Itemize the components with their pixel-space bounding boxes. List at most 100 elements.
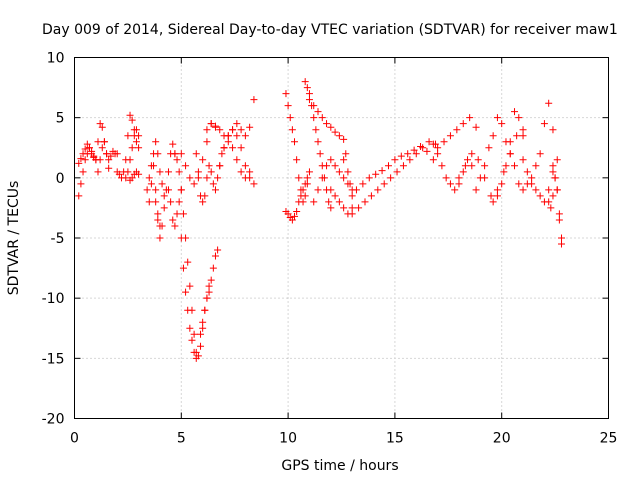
- data-point: [359, 180, 367, 188]
- data-point: [489, 198, 497, 206]
- data-point: [472, 186, 480, 194]
- data-point: [201, 192, 209, 200]
- data-point: [323, 120, 331, 128]
- data-point: [83, 140, 91, 148]
- data-point: [190, 330, 198, 338]
- data-point: [342, 150, 350, 158]
- data-point: [553, 156, 561, 164]
- data-point: [96, 156, 104, 164]
- data-point: [160, 192, 168, 200]
- data-point: [209, 180, 217, 188]
- data-point: [284, 102, 292, 110]
- data-point: [406, 156, 414, 164]
- data-point: [327, 186, 335, 194]
- data-point: [523, 168, 531, 176]
- data-point: [558, 234, 566, 242]
- data-point: [545, 186, 553, 194]
- data-point: [135, 144, 143, 152]
- data-point: [305, 90, 313, 98]
- data-point: [220, 144, 228, 152]
- data-point: [314, 138, 322, 146]
- series-arc-ii: [519, 156, 561, 206]
- series-arc-gg: [489, 108, 527, 206]
- data-point: [335, 132, 343, 140]
- data-point: [75, 159, 83, 167]
- data-point: [502, 162, 510, 170]
- data-point: [194, 174, 202, 182]
- data-point: [455, 180, 463, 188]
- series-arc-p: [192, 144, 228, 206]
- data-point: [75, 192, 83, 200]
- data-point: [412, 150, 420, 158]
- data-point: [367, 192, 375, 200]
- data-point: [218, 150, 226, 158]
- data-point: [164, 168, 172, 176]
- data-point: [305, 96, 313, 104]
- data-point: [549, 192, 557, 200]
- data-point: [310, 198, 318, 206]
- data-point: [536, 150, 544, 158]
- data-point: [489, 132, 497, 140]
- data-point: [105, 156, 113, 164]
- data-point: [340, 156, 348, 164]
- y-tick-labels: -20 -15 -10 -5 0 5 10: [42, 51, 65, 428]
- data-point: [154, 216, 162, 224]
- data-point: [404, 150, 412, 158]
- data-point: [241, 162, 249, 170]
- data-point: [511, 162, 519, 170]
- data-point: [188, 336, 196, 344]
- series-arc-x: [310, 156, 356, 206]
- series-arc-cc: [429, 140, 476, 194]
- data-point: [250, 96, 258, 104]
- data-point: [365, 174, 373, 182]
- data-point: [237, 144, 245, 152]
- data-point: [446, 132, 454, 140]
- data-point: [417, 143, 425, 151]
- data-point: [391, 156, 399, 164]
- data-point: [207, 120, 215, 128]
- data-point: [481, 162, 489, 170]
- data-point: [361, 198, 369, 206]
- data-point: [173, 156, 181, 164]
- data-point: [316, 150, 324, 158]
- data-point: [384, 162, 392, 170]
- data-point: [284, 210, 292, 218]
- data-point: [154, 210, 162, 218]
- data-point: [211, 186, 219, 194]
- data-point: [532, 186, 540, 194]
- data-point: [340, 135, 348, 143]
- data-point: [515, 114, 523, 122]
- data-point: [194, 168, 202, 176]
- data-point: [355, 204, 363, 212]
- data-point: [485, 144, 493, 152]
- data-point: [205, 162, 213, 170]
- data-point: [81, 145, 89, 153]
- data-point: [197, 330, 205, 338]
- data-point: [77, 155, 85, 163]
- data-point: [171, 222, 179, 230]
- data-point: [246, 123, 254, 131]
- data-point: [224, 132, 232, 140]
- data-point: [192, 150, 200, 158]
- data-point: [150, 162, 158, 170]
- x-tick-label: 15: [386, 431, 404, 447]
- x-tick-label: 5: [177, 431, 186, 447]
- data-point: [175, 198, 183, 206]
- data-point: [348, 192, 356, 200]
- data-point: [115, 170, 123, 178]
- series-arc-dd: [434, 114, 480, 152]
- data-point: [128, 144, 136, 152]
- data-point: [201, 306, 209, 314]
- data-point: [340, 174, 348, 182]
- data-point: [207, 276, 215, 284]
- data-point: [241, 174, 249, 182]
- data-point: [549, 168, 557, 176]
- data-point: [100, 138, 108, 146]
- series-arc-bb: [352, 143, 437, 194]
- data-point: [464, 156, 472, 164]
- data-point: [500, 168, 508, 176]
- data-point: [301, 78, 309, 86]
- data-point: [203, 126, 211, 134]
- data-point: [179, 210, 187, 218]
- data-point: [122, 174, 130, 182]
